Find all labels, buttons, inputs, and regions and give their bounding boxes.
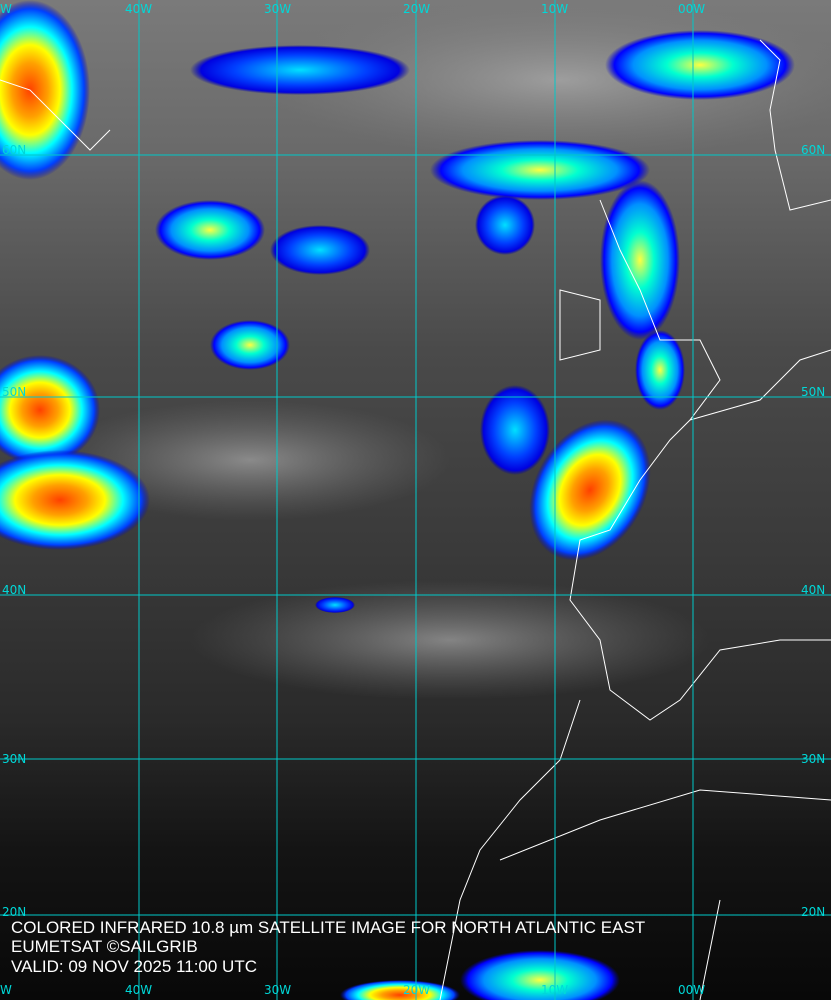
lat-label-30n-left: 30N <box>2 752 27 766</box>
coastlines <box>0 39 831 1000</box>
lon-label-20w-top: 20W <box>403 2 431 16</box>
lon-label-30w-top: 30W <box>264 2 292 16</box>
lat-label-40n-right: 40N <box>801 583 826 597</box>
lon-label-40w-top: 40W <box>125 2 153 16</box>
lat-label-50n-left: 50N <box>2 385 27 399</box>
lon-label-edge-bottom: W <box>0 983 12 997</box>
lon-label-20w-bottom: 20W <box>403 983 431 997</box>
lat-label-30n-right: 30N <box>801 752 826 766</box>
lat-label-20n-left: 20N <box>2 905 27 919</box>
lon-label-00w-top: 00W <box>678 2 706 16</box>
lat-label-20n-right: 20N <box>801 905 826 919</box>
lat-label-60n-right: 60N <box>801 143 826 157</box>
lon-label-edge-top: W <box>0 2 12 16</box>
lon-label-40w-bottom: 40W <box>125 983 153 997</box>
valid-time: VALID: 09 NOV 2025 11:00 UTC <box>11 957 257 976</box>
lat-label-50n-right: 50N <box>801 385 826 399</box>
lon-label-30w-bottom: 30W <box>264 983 292 997</box>
lat-label-60n-left: 60N <box>2 143 27 157</box>
lat-label-40n-left: 40N <box>2 583 27 597</box>
image-credit: EUMETSAT ©SAILGRIB <box>11 937 198 956</box>
lon-label-00w-bottom: 00W <box>678 983 706 997</box>
lon-label-10w-bottom: 10W <box>541 983 569 997</box>
lon-label-10w-top: 10W <box>541 2 569 16</box>
image-title: COLORED INFRARED 10.8 µm SATELLITE IMAGE… <box>11 918 646 937</box>
